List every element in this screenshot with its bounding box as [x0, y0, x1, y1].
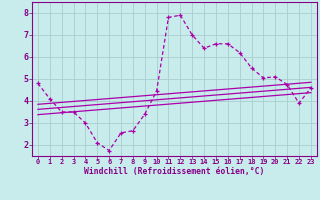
- X-axis label: Windchill (Refroidissement éolien,°C): Windchill (Refroidissement éolien,°C): [84, 167, 265, 176]
